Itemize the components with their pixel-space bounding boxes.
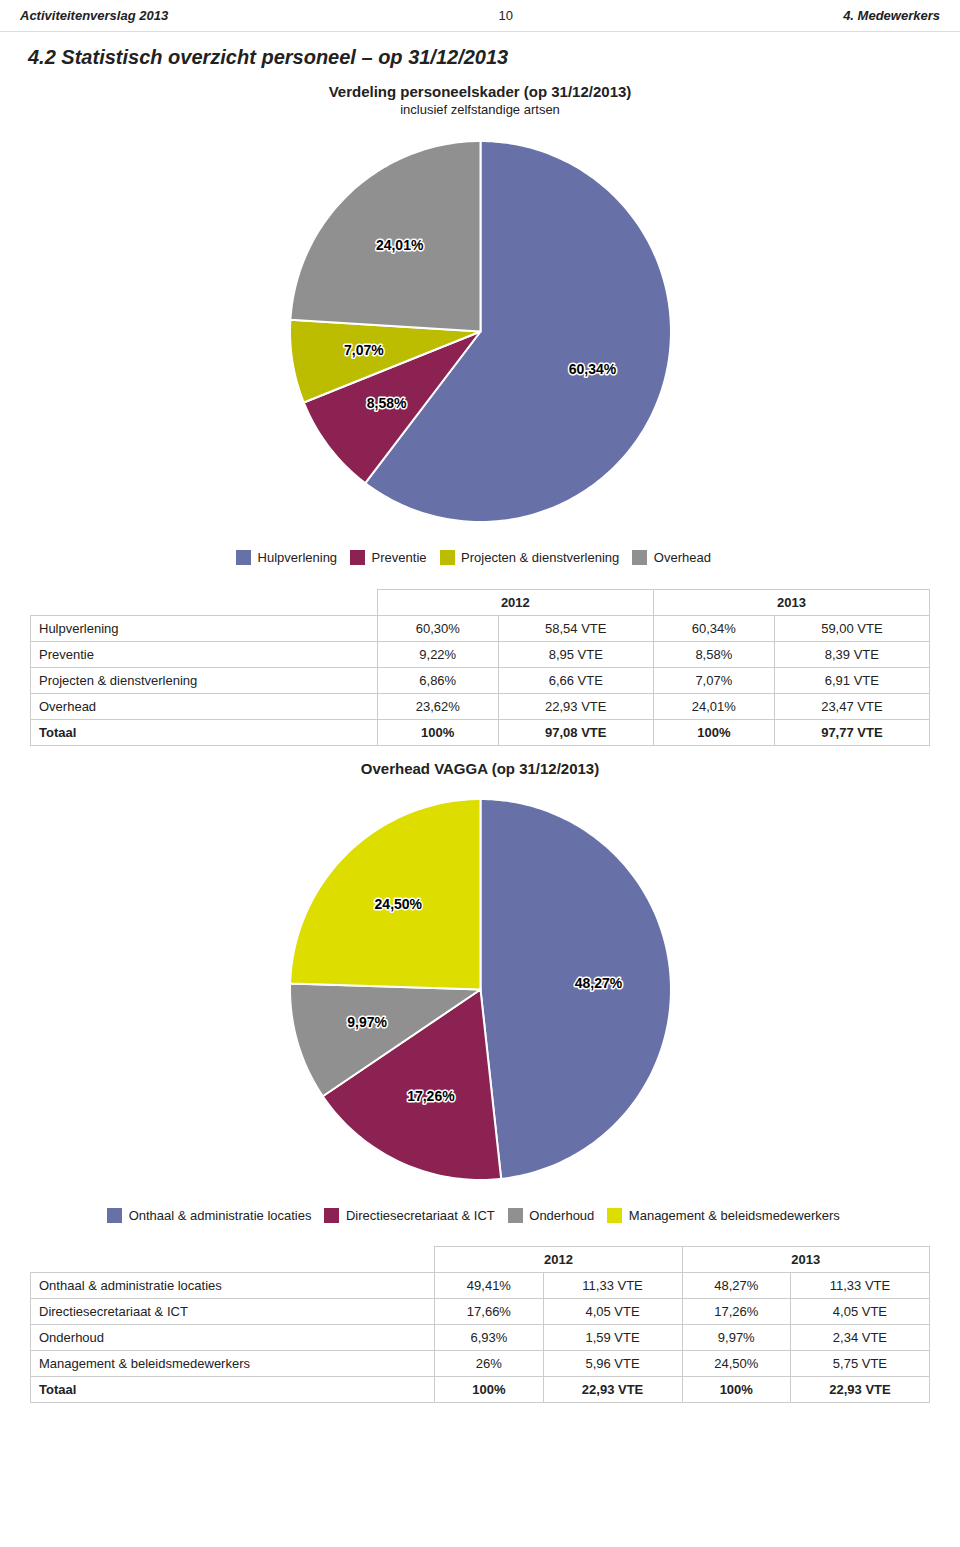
html-text:Preventie: Preventie (371, 550, 427, 565)
html-text:4.2 Statistisch overzicht pers: 4.2 Statistisch overzicht personeel – op… (28, 46, 509, 68)
html-text:Projecten & dienstverlening: Projecten & dienstverlening (39, 672, 198, 688)
html-text:24,01%: 24,01% (691, 698, 736, 714)
html-text:4. Medewerkers: 4. Medewerkers (843, 8, 940, 23)
svg-text:24,50%: 24,50% (375, 896, 423, 912)
html-text:60,30%: 60,30% (415, 620, 460, 636)
html-text:Totaal: Totaal (39, 724, 77, 740)
svg-text:24,01%: 24,01% (376, 237, 424, 253)
html-text:Projecten & dienstverlening: Projecten & dienstverlening (461, 550, 620, 565)
html-text:Onderhoud: Onderhoud (39, 1330, 105, 1345)
html-text:6,91 VTE: 6,91 VTE (824, 672, 879, 688)
html-text:97,08 VTE: 97,08 VTE (545, 724, 607, 740)
html-text:17,66%: 17,66% (466, 1304, 511, 1319)
html-text:Onderhoud: Onderhoud (529, 1207, 595, 1223)
html-text:5,96 VTE: 5,96 VTE (585, 1356, 640, 1371)
html-text:9,22%: 9,22% (419, 646, 457, 662)
html-text:26%: 26% (475, 1356, 502, 1371)
html-text:Management & beleidsmedewerker: Management & beleidsmedewerkers (39, 1356, 250, 1371)
html-text:inclusief zelfstandige artsen: inclusief zelfstandige artsen (400, 102, 560, 117)
html-text:11,33 VTE: 11,33 VTE (829, 1278, 891, 1293)
html-text:100%: 100% (697, 724, 731, 740)
html-text:22,93 VTE: 22,93 VTE (829, 1382, 891, 1397)
html-text:Directiesecretariaat & ICT: Directiesecretariaat & ICT (39, 1304, 188, 1319)
html-text:6,93%: 6,93% (470, 1330, 508, 1345)
html-text:5,75 VTE: 5,75 VTE (832, 1356, 887, 1371)
html-text:2,34 VTE: 2,34 VTE (832, 1330, 887, 1345)
html-text:48,27%: 48,27% (714, 1278, 759, 1293)
html-text:11,33 VTE: 11,33 VTE (582, 1278, 643, 1293)
svg-text:9,97%: 9,97% (347, 1013, 387, 1029)
svg-text:48,27%: 48,27% (575, 974, 623, 990)
html-text:Verdeling personeelskader (op: Verdeling personeelskader (op 31/12/2013… (328, 83, 632, 100)
html-text:24,50%: 24,50% (714, 1356, 759, 1371)
html-text:49,41%: 49,41% (466, 1278, 511, 1293)
html-text:Directiesecretariaat & ICT: Directiesecretariaat & ICT (346, 1207, 495, 1223)
svg-text:7,07%: 7,07% (344, 342, 384, 358)
html-text:58,54 VTE: 58,54 VTE (545, 620, 607, 636)
svg-text:60,34%: 60,34% (569, 361, 617, 377)
html-text:23,47 VTE: 23,47 VTE (821, 698, 883, 714)
html-text:Preventie: Preventie (39, 646, 94, 662)
html-text:17,26%: 17,26% (714, 1304, 759, 1319)
html-text:Totaal: Totaal (39, 1382, 77, 1397)
html-text:8,58%: 8,58% (695, 646, 733, 662)
html-text:8,39 VTE: 8,39 VTE (824, 646, 879, 662)
html-text:1,59 VTE: 1,59 VTE (585, 1330, 640, 1345)
html-text:23,62%: 23,62% (415, 698, 460, 714)
html-text:60,34%: 60,34% (691, 620, 736, 636)
html-text:9,97%: 9,97% (717, 1330, 755, 1345)
svg-text:8,58%: 8,58% (367, 395, 407, 411)
html-text:59,00 VTE: 59,00 VTE (821, 620, 883, 636)
html-text:100%: 100% (472, 1382, 506, 1397)
html-text:Hulpverlening: Hulpverlening (257, 550, 338, 565)
html-text:7,07%: 7,07% (695, 672, 733, 688)
html-text:6,86%: 6,86% (419, 672, 457, 688)
html-text:100%: 100% (421, 724, 455, 740)
html-text:Activiteitenverslag 2013: Activiteitenverslag 2013 (20, 8, 169, 23)
html-text:4,05 VTE: 4,05 VTE (585, 1304, 640, 1319)
html-text:8,95 VTE: 8,95 VTE (548, 646, 603, 662)
html-text:10: 10 (498, 8, 513, 23)
html-text:22,93 VTE: 22,93 VTE (581, 1382, 644, 1397)
html-text:2013: 2013 (777, 594, 806, 610)
html-text:Onthaal & administratie locati: Onthaal & administratie locaties (39, 1278, 222, 1293)
html-text:Overhead VAGGA (op 31/12/2013): Overhead VAGGA (op 31/12/2013) (360, 759, 600, 777)
html-text:100%: 100% (719, 1382, 753, 1397)
html-text:Overhead: Overhead (653, 550, 711, 565)
html-text:Onthaal & administratie locati: Onthaal & administratie locaties (128, 1207, 312, 1223)
html-text:22,93 VTE: 22,93 VTE (545, 698, 607, 714)
html-text:97,77 VTE: 97,77 VTE (821, 724, 883, 740)
html-text:Hulpverlening: Hulpverlening (39, 620, 119, 636)
svg-text:17,26%: 17,26% (407, 1088, 455, 1104)
html-text:2012: 2012 (500, 594, 530, 610)
html-text:Management & beleidsmedewerker: Management & beleidsmedewerkers (628, 1207, 840, 1223)
html-text:2012: 2012 (543, 1252, 573, 1267)
html-text:6,66 VTE: 6,66 VTE (548, 672, 603, 688)
html-text:Overhead: Overhead (39, 698, 97, 714)
html-text:4,05 VTE: 4,05 VTE (832, 1304, 887, 1319)
html-text:2013: 2013 (791, 1252, 821, 1267)
